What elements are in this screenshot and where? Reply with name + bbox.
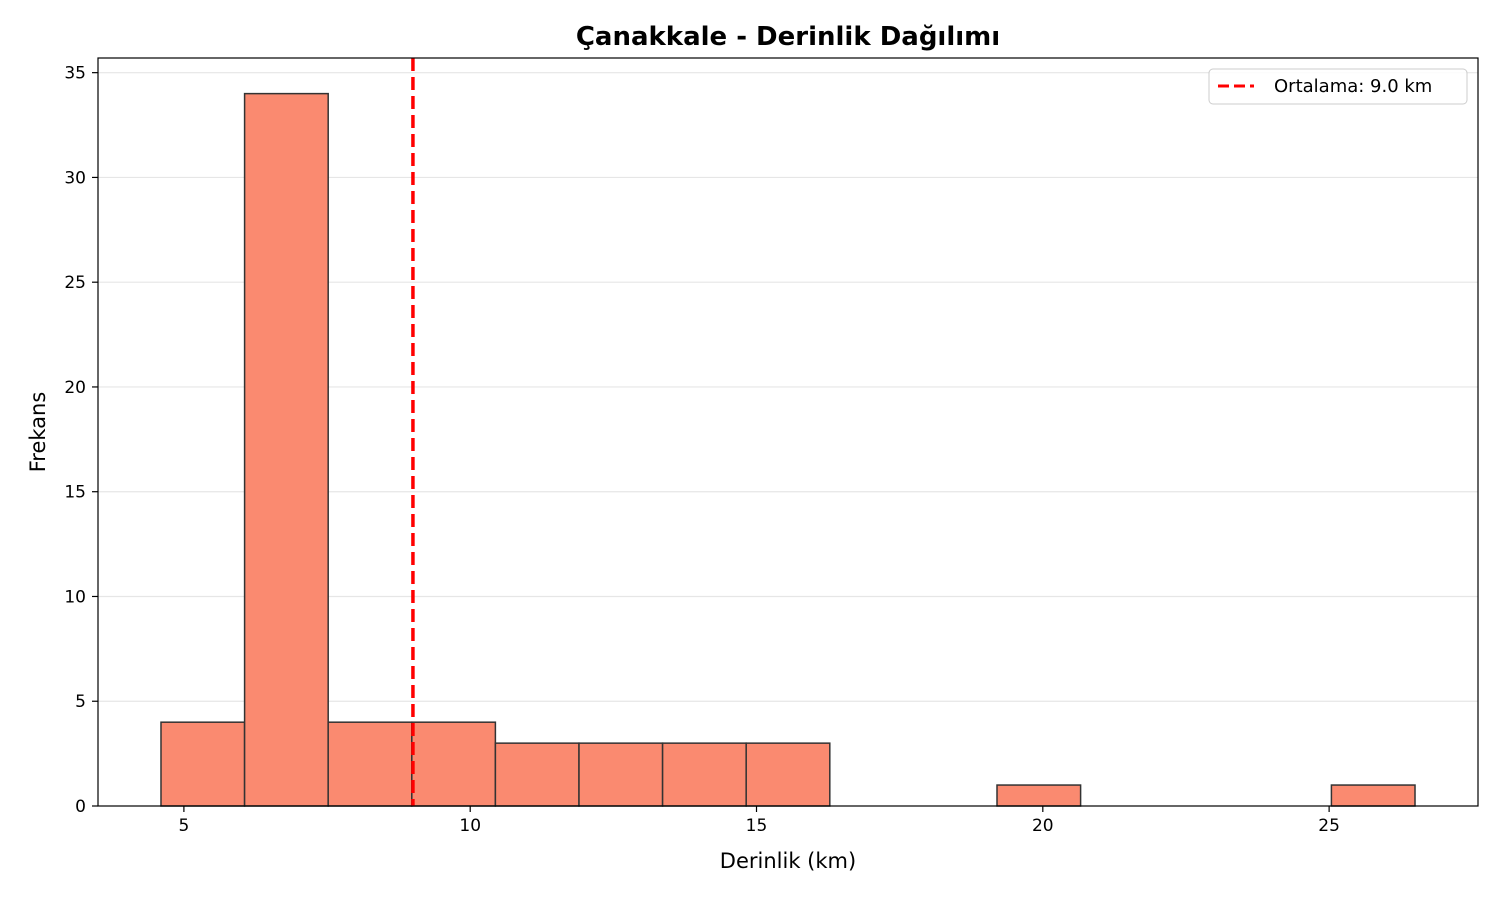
- legend: Ortalama: 9.0 km: [1208, 68, 1468, 105]
- histogram-bar-14: [1330, 784, 1416, 807]
- y-tick-label-5: 25: [64, 273, 86, 293]
- histogram-bar-6: [661, 742, 747, 807]
- y-tick-label-2: 10: [64, 587, 86, 607]
- y-tick-label-6: 30: [64, 168, 86, 188]
- x-tick-label-4: 25: [1318, 816, 1340, 836]
- x-axis-ticks: 5 10 15 20 25: [178, 806, 1340, 836]
- y-tick-label-4: 20: [64, 378, 86, 398]
- x-tick-label-0: 5: [178, 816, 189, 836]
- y-axis-ticks: 0 5 10 15 20 25 30 35: [64, 64, 98, 817]
- x-axis-label: Derinlik (km): [720, 849, 856, 873]
- histogram-bar-1: [243, 92, 329, 807]
- histogram-bar-7: [745, 742, 831, 807]
- x-tick-label-2: 15: [746, 816, 768, 836]
- histogram-bar-0: [160, 721, 246, 807]
- x-tick-label-3: 20: [1032, 816, 1054, 836]
- y-tick-label-3: 15: [64, 483, 86, 503]
- histogram-bar-10: [996, 784, 1082, 807]
- y-tick-label-1: 5: [75, 692, 86, 712]
- legend-mean-label: Ortalama: 9.0 km: [1274, 76, 1432, 97]
- y-tick-label-0: 0: [75, 797, 86, 817]
- x-tick-label-1: 10: [459, 816, 481, 836]
- histogram-bar-2: [327, 721, 413, 807]
- plot-frame: [97, 57, 1479, 807]
- chart-title: Çanakkale - Derinlik Dağılımı: [576, 22, 1000, 52]
- histogram-bars: [160, 92, 1416, 807]
- y-tick-label-7: 35: [64, 64, 86, 84]
- histogram-bar-3: [411, 721, 497, 807]
- y-axis-label: Frekans: [26, 392, 50, 473]
- histogram-bar-4: [494, 742, 580, 807]
- legend-box: [1208, 68, 1468, 105]
- histogram-bar-5: [578, 742, 664, 807]
